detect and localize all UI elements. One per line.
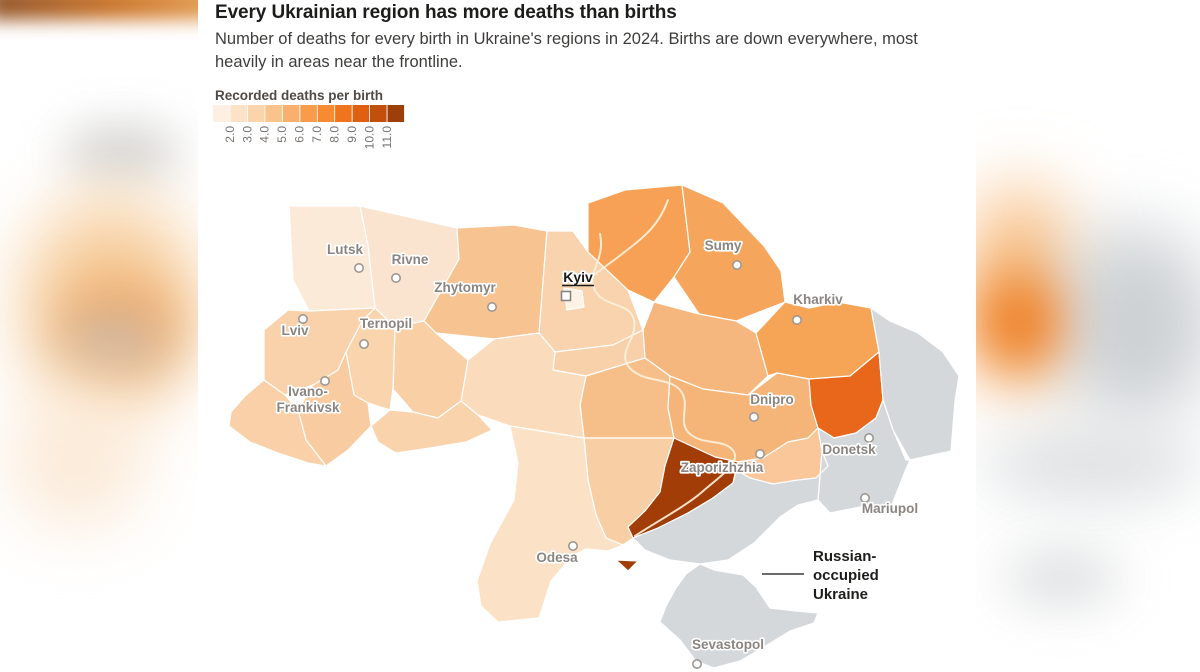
- occupied-area-2: [817, 399, 911, 514]
- city-label-rivne: Rivne: [392, 252, 429, 267]
- legend-tick-label: 9.0: [345, 126, 359, 143]
- city-label-ivano-frankivsk: Frankivsk: [276, 400, 340, 415]
- city-label-sumy: Sumy: [705, 238, 742, 253]
- city-label-zhytomyr: Zhytomyr: [434, 280, 496, 295]
- occupied-area-3: [632, 450, 829, 565]
- city-marker-zhytomyr: [486, 302, 497, 313]
- city-label-ivano-frankivsk: Ivano-: [288, 384, 328, 399]
- legend-swatch: [300, 105, 317, 122]
- regions-layer: [228, 184, 960, 669]
- occupied-area-1: [870, 307, 960, 461]
- river-line: [589, 199, 669, 279]
- city-marker-lutsk: [354, 263, 365, 274]
- city-marker-sevastopol: [691, 658, 702, 669]
- city-marker-zaporizhzhia: [754, 448, 765, 459]
- legend-swatch: [387, 105, 405, 122]
- city-marker-rivne: [391, 273, 402, 284]
- city-label-lutsk: Lutsk: [327, 242, 363, 257]
- region-sumy: [673, 184, 786, 322]
- legend-tick-label: 11.0: [380, 126, 394, 149]
- city-label-sevastopol: Sevastopol: [692, 637, 764, 652]
- ukraine-choropleth-map: Lutsk Rivne Zhytomyr Kyiv Lviv Ternopil Ivano-…: [228, 184, 960, 669]
- legend-tick-label: 3.0: [240, 126, 254, 143]
- blur-blob: [12, 396, 142, 526]
- region-volyn: [288, 205, 376, 312]
- legend-title: Recorded deaths per birth: [215, 88, 384, 103]
- capital-marker-kyiv: [560, 290, 572, 302]
- legend-swatch: [230, 105, 247, 122]
- occupied-annotation: Russian-occupied Ukraine: [762, 548, 879, 603]
- blur-blob: [64, 126, 180, 180]
- city-marker-sumy: [731, 260, 742, 271]
- city-label-ternopil: Ternopil: [360, 316, 412, 331]
- legend-tick-label: 7.0: [310, 126, 324, 143]
- chart-card: Every Ukrainian region has more deaths t…: [198, 0, 976, 672]
- city-label-dnipro: Dnipro: [750, 392, 794, 407]
- legend-swatch: [282, 105, 300, 122]
- region-lviv: [263, 307, 376, 396]
- city-marker-dnipro: [748, 412, 759, 423]
- city-label-mariupol: Mariupol: [862, 501, 918, 516]
- cities-layer: Lutsk Rivne Zhytomyr Kyiv Lviv Ternopil Ivano-…: [275, 236, 920, 669]
- city-marker-mariupol: [859, 492, 870, 503]
- blur-blob: [982, 428, 1200, 502]
- city-marker-kharkiv: [791, 315, 802, 326]
- legend-swatch: [335, 105, 352, 122]
- annotation-label: occupied: [813, 567, 879, 584]
- background-blur-left: [0, 0, 198, 672]
- blur-blob: [978, 276, 1060, 368]
- chart-title: Every Ukrainian region has more deaths t…: [215, 2, 677, 23]
- blur-blob: [66, 316, 162, 364]
- city-label-kyiv: Kyiv: [563, 269, 593, 285]
- legend-tick-label: 10.0: [362, 126, 376, 150]
- blur-blob: [1054, 226, 1200, 422]
- annotation-label: Russian-: [813, 548, 876, 565]
- legend-color-scale: 2.0 3.0 4.0 5.0 6.0 7.0 8.0 9.0 10.0 11.0: [213, 105, 405, 150]
- city-label-donetsk: Donetsk: [822, 442, 876, 457]
- legend-tick-label: 5.0: [275, 126, 289, 143]
- legend-swatch: [370, 105, 387, 122]
- blur-blob: [1004, 552, 1120, 604]
- region-kherson-fragment: [615, 559, 639, 572]
- city-label-odesa: Odesa: [536, 550, 578, 565]
- background-blur-right: [976, 0, 1200, 672]
- region-zakarpattia: [228, 379, 327, 467]
- legend-swatch: [265, 105, 282, 122]
- legend-tick-label: 8.0: [328, 126, 342, 143]
- region-ivano-frankivsk: [297, 351, 372, 467]
- occupied-area-4: [659, 563, 819, 669]
- city-label-lviv: Lviv: [281, 323, 309, 338]
- legend-tick-label: 2.0: [223, 126, 237, 143]
- legend-tick-label: 6.0: [293, 126, 307, 143]
- city-label-kharkiv: Kharkiv: [793, 292, 843, 307]
- legend-swatch: [247, 105, 265, 122]
- region-odesa: [476, 425, 624, 623]
- river-line: [591, 233, 737, 537]
- city-marker-lviv: [298, 314, 309, 325]
- city-marker-ivano-frankivsk: [320, 376, 331, 387]
- legend-swatch: [317, 105, 335, 122]
- chart-subtitle: Number of deaths for every birth in Ukra…: [215, 30, 918, 71]
- rivers-layer: [589, 199, 737, 537]
- legend-swatch: [213, 105, 230, 122]
- legend-swatch: [352, 105, 370, 122]
- city-marker-odesa: [567, 540, 578, 551]
- city-label-zaporizhzhia: Zaporizhzhia: [681, 460, 764, 475]
- city-marker-donetsk: [863, 432, 874, 443]
- legend-tick-label: 4.0: [258, 126, 272, 143]
- blur-blob: [0, 0, 198, 20]
- city-marker-ternopil: [359, 339, 370, 350]
- annotation-label: Ukraine: [813, 586, 868, 603]
- region-chernivtsi: [370, 400, 493, 454]
